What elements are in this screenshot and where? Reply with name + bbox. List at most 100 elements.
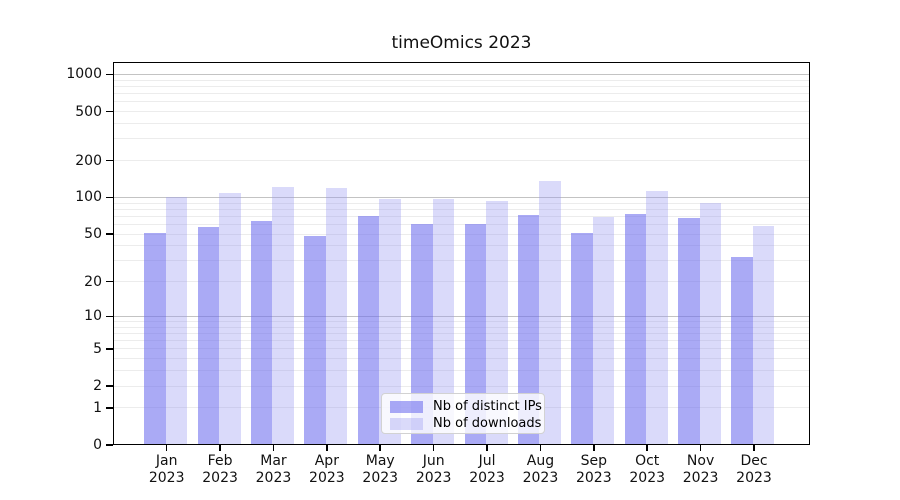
y-tick <box>106 444 113 446</box>
bar-distinct-ips-feb <box>197 227 220 445</box>
x-tick-label: Apr 2023 <box>309 453 345 486</box>
bar-distinct-ips-jan <box>144 233 166 445</box>
y-tick-label: 1 <box>93 399 102 416</box>
y-gridline <box>114 326 809 328</box>
y-gridline <box>114 73 809 75</box>
bar-distinct-ips-mar <box>250 221 273 445</box>
y-gridline <box>114 385 809 387</box>
y-tick-label: 20 <box>84 273 102 290</box>
bar-downloads-feb <box>219 193 241 445</box>
y-gridline <box>114 93 809 95</box>
y-gridline <box>114 340 809 342</box>
bar-distinct-ips-nov <box>678 217 700 445</box>
bar-distinct-ips-jun <box>411 223 433 445</box>
x-tick <box>593 445 595 451</box>
y-gridline <box>114 224 809 225</box>
x-tick-label: Jul 2023 <box>469 453 505 486</box>
y-gridline <box>114 160 809 162</box>
x-tick <box>646 445 648 451</box>
x-tick-label: Oct 2023 <box>629 453 666 486</box>
y-gridline <box>114 123 809 124</box>
bar-distinct-ips-jul <box>464 223 487 445</box>
y-gridline <box>114 202 809 204</box>
y-tick-label: 1000 <box>66 66 102 83</box>
bar-downloads-apr <box>325 187 348 445</box>
bar-downloads-oct <box>646 191 668 445</box>
x-tick <box>272 445 275 451</box>
y-gridline <box>114 245 809 247</box>
y-gridline <box>114 208 809 210</box>
legend-label-distinct-ips: Nb of distinct IPs <box>433 399 542 414</box>
bar-downloads-may <box>379 198 401 445</box>
legend-row-distinct-ips: Nb of distinct IPs <box>390 398 542 415</box>
y-gridline <box>114 111 809 113</box>
y-tick-label: 10 <box>84 308 102 325</box>
chart-title: timeOmics 2023 <box>391 33 532 53</box>
y-tick <box>106 110 113 113</box>
bar-downloads-aug <box>539 181 561 445</box>
x-tick <box>539 445 542 451</box>
x-tick-label: Jan 2023 <box>148 453 185 486</box>
y-tick-label: 2 <box>93 378 102 395</box>
legend: Nb of distinct IPs Nb of downloads <box>381 393 545 434</box>
y-gridline <box>114 358 809 360</box>
x-tick-label: Dec 2023 <box>736 453 772 486</box>
bar-distinct-ips-may <box>357 215 380 445</box>
y-tick <box>106 280 113 283</box>
bar-distinct-ips-oct <box>624 214 647 445</box>
y-gridline <box>114 370 809 372</box>
y-tick-label: 100 <box>75 189 102 206</box>
y-tick <box>106 385 113 387</box>
x-tick-label: Aug 2023 <box>522 453 559 486</box>
y-gridline <box>114 321 809 322</box>
y-gridline <box>114 233 809 235</box>
bar-downloads-nov <box>699 203 722 445</box>
x-tick-label: May 2023 <box>362 453 399 486</box>
x-tick <box>753 445 755 451</box>
y-gridline <box>114 196 809 198</box>
y-gridline <box>114 332 809 334</box>
y-tick <box>106 348 113 350</box>
x-tick-label: Feb 2023 <box>202 453 238 486</box>
x-tick <box>326 445 328 451</box>
y-gridline <box>114 281 809 283</box>
legend-swatch-distinct-ips <box>390 400 423 413</box>
x-tick <box>165 445 168 451</box>
y-tick <box>106 233 113 235</box>
bar-distinct-ips-apr <box>304 236 326 445</box>
x-tick-label: Nov 2023 <box>682 453 719 486</box>
x-tick <box>486 445 488 451</box>
y-gridline <box>114 315 809 317</box>
bar-downloads-jan <box>165 197 188 445</box>
x-tick <box>219 445 221 451</box>
bar-distinct-ips-sep <box>571 233 593 445</box>
x-tick <box>699 445 702 451</box>
bar-downloads-sep <box>592 217 615 445</box>
x-tick-label: Mar 2023 <box>255 453 292 486</box>
bar-distinct-ips-dec <box>731 257 753 445</box>
legend-row-downloads: Nb of downloads <box>390 415 541 432</box>
y-gridline <box>114 215 809 217</box>
y-tick <box>106 315 113 318</box>
y-tick-label: 500 <box>75 103 102 120</box>
x-tick-label: Sep 2023 <box>575 453 612 486</box>
bar-downloads-jul <box>486 200 508 445</box>
y-tick <box>106 73 113 76</box>
legend-swatch-downloads <box>390 417 423 430</box>
y-gridline <box>114 138 809 140</box>
y-tick-label: 200 <box>75 152 102 169</box>
y-tick <box>106 407 113 409</box>
y-tick <box>106 159 113 162</box>
y-gridline <box>114 85 809 87</box>
y-tick <box>106 196 113 199</box>
legend-label-downloads: Nb of downloads <box>433 416 542 431</box>
x-tick <box>432 445 435 451</box>
bar-downloads-jun <box>432 198 455 445</box>
y-tick-label: 0 <box>93 437 102 453</box>
y-gridline <box>114 348 809 350</box>
y-tick-label: 50 <box>84 226 102 243</box>
y-tick-label: 5 <box>93 340 102 357</box>
y-gridline <box>114 260 809 262</box>
bar-downloads-dec <box>752 226 775 445</box>
